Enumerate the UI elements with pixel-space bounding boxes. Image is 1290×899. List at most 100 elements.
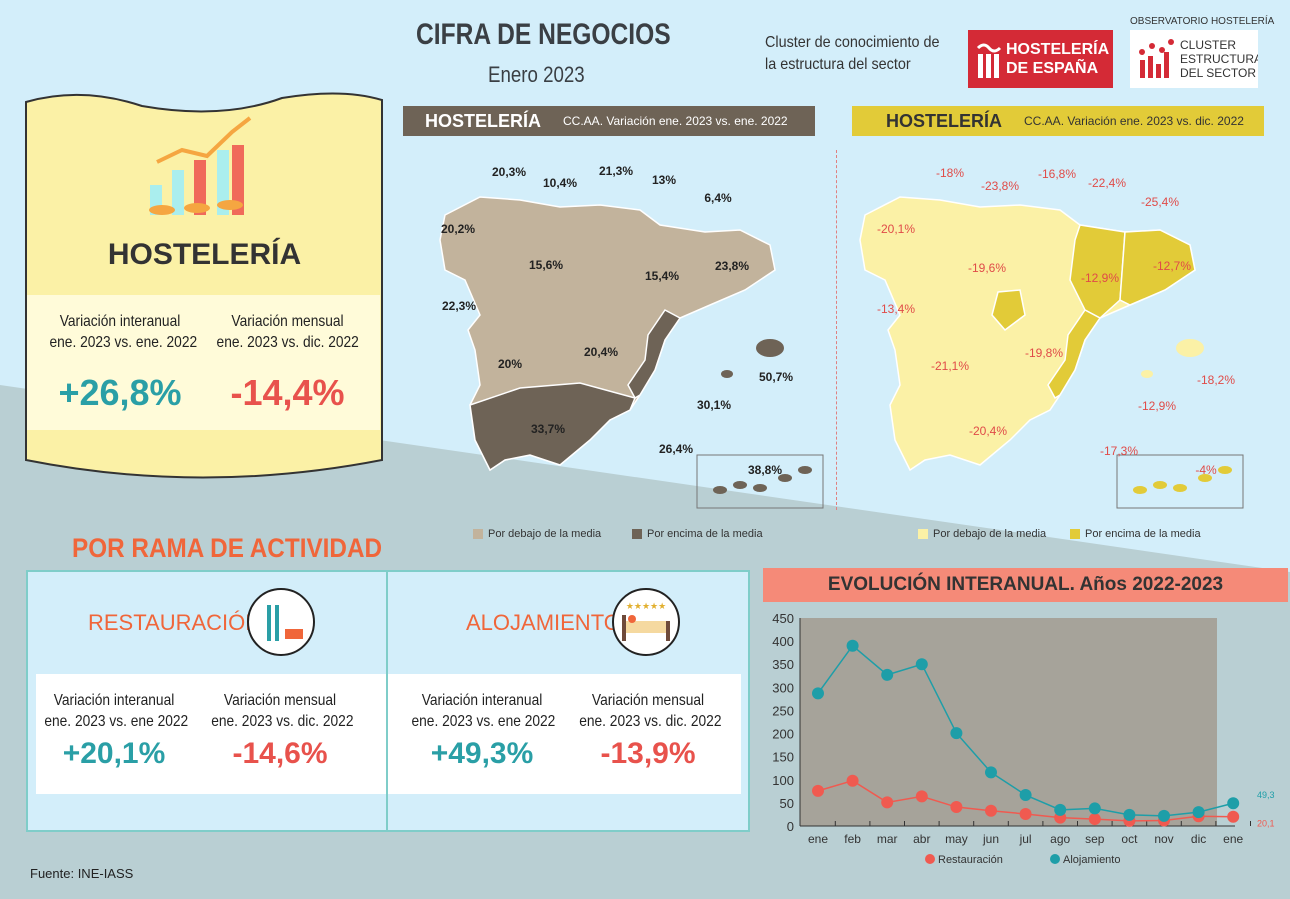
baleares-small xyxy=(721,370,733,378)
map-right-title: HOSTELERÍA xyxy=(886,110,1003,131)
legend-marker xyxy=(925,854,935,864)
map-left-label: 20,4% xyxy=(583,345,619,359)
x-tick-label: mar xyxy=(877,832,898,846)
page-title: CIFRA DE NEGOCIOS xyxy=(416,18,671,51)
map-right-label: -12,7% xyxy=(1152,259,1192,273)
map-right-label: -12,9% xyxy=(1137,399,1177,413)
data-point xyxy=(812,784,824,797)
map-right-label: -19,6% xyxy=(967,261,1007,275)
y-tick-label: 0 xyxy=(787,819,794,834)
summary-title: HOSTELERÍA xyxy=(107,238,302,271)
cluster-logo: CLUSTER ESTRUCTURA DEL SECTOR xyxy=(1130,30,1258,88)
map-right-label: -20,4% xyxy=(968,424,1008,438)
map-right-label: -17,3% xyxy=(1099,444,1139,458)
restauracion-mensual-period: ene. 2023 vs. dic. 2022 xyxy=(211,713,354,730)
data-point xyxy=(1019,789,1032,802)
legend-marker xyxy=(1050,854,1060,864)
x-tick-label: ene xyxy=(808,832,828,846)
x-tick-label: abr xyxy=(913,832,930,846)
line-chart: 0 50 100 150 200 250 300 350 400 450 ene feb mar abr m… xyxy=(772,611,1275,866)
map-right-label: -4% xyxy=(1195,463,1217,477)
data-point xyxy=(1227,797,1240,810)
canarias-island xyxy=(798,466,812,474)
restauracion-title: RESTAURACIÓN xyxy=(88,610,262,635)
logo-text: HOSTELERÍA DE ESPAÑA xyxy=(1006,41,1109,77)
x-tick-label: feb xyxy=(844,832,861,846)
data-point xyxy=(950,801,963,814)
restauracion-interanual-label: Variación interanual xyxy=(53,692,175,709)
x-tick-label: jul xyxy=(1019,832,1032,846)
map-right-label: -12,9% xyxy=(1080,271,1120,285)
map-right-label: -23,8% xyxy=(980,179,1020,193)
cutlery-cup-icon xyxy=(247,588,315,656)
data-point xyxy=(985,804,997,817)
x-tick-label: nov xyxy=(1154,832,1173,846)
summary-interanual-period: ene. 2023 vs. ene. 2022 xyxy=(49,334,198,351)
data-point xyxy=(915,658,928,671)
y-tick-label: 400 xyxy=(772,634,794,649)
map-left-label: 15,6% xyxy=(528,258,564,272)
x-tick-label: ene xyxy=(1223,832,1243,846)
map-right-banner: HOSTELERÍA CC.AA. Variación ene. 2023 vs.… xyxy=(852,106,1264,136)
svg-text:★★★★★: ★★★★★ xyxy=(626,601,666,611)
x-tick-label: ago xyxy=(1050,832,1070,846)
baleares xyxy=(756,339,784,357)
summary-mensual-label: Variación mensual xyxy=(231,313,344,330)
canarias-island xyxy=(1153,481,1167,489)
map-right-label: -18% xyxy=(935,166,965,180)
map-right-label: -19,8% xyxy=(1024,346,1064,360)
end-label: 20,1 xyxy=(1257,819,1275,829)
summary-interanual-label: Variación interanual xyxy=(59,313,181,330)
restauracion-interanual-period: ene. 2023 vs. ene 2022 xyxy=(44,713,189,730)
map-left-legend-below: Por debajo de la media xyxy=(473,528,601,540)
y-tick-label: 300 xyxy=(772,680,794,695)
map-left-label: 22,3% xyxy=(441,299,477,313)
data-point xyxy=(1088,813,1101,826)
hosteleria-espana-logo: HOSTELERÍA DE ESPAÑA xyxy=(968,30,1113,88)
alojamiento-mensual-value: -13,9% xyxy=(600,737,696,770)
data-point xyxy=(985,766,997,779)
canarias-island xyxy=(713,486,727,494)
x-tick-label: may xyxy=(945,832,968,846)
region-above-average xyxy=(469,382,637,472)
y-tick-label: 200 xyxy=(772,727,794,742)
map-right-label: -16,8% xyxy=(1037,167,1077,181)
canarias-island xyxy=(733,481,747,489)
map-left-label: 50,7% xyxy=(758,370,794,384)
data-point xyxy=(1227,810,1240,823)
y-tick-label: 450 xyxy=(772,611,794,626)
restauracion-mensual-value: -14,6% xyxy=(232,737,328,770)
map-right-subtitle: CC.AA. Variación ene. 2023 vs. dic. 2022 xyxy=(1024,114,1244,128)
plot-area xyxy=(800,618,1217,826)
map-left-legend-above: Por encima de la media xyxy=(632,528,763,540)
data-point xyxy=(1019,807,1032,820)
region-above-average xyxy=(1047,309,1102,400)
restauracion-interanual-value: +20,1% xyxy=(62,737,166,770)
data-point xyxy=(846,639,859,652)
data-point xyxy=(915,790,928,803)
hotel-bed-icon: ★★★★★ xyxy=(612,588,680,656)
cluster-line-2: la estructura del sector xyxy=(765,56,911,73)
cluster-text: Cluster de conocimiento de la estructura … xyxy=(765,32,940,76)
cluster-logo-text: CLUSTER ESTRUCTURA DEL SECTOR xyxy=(1180,38,1258,80)
y-tick-label: 100 xyxy=(772,773,794,788)
baleares-small xyxy=(1141,370,1153,378)
data-point xyxy=(812,687,824,700)
map-right-label: -18,2% xyxy=(1196,373,1236,387)
y-tick-label: 250 xyxy=(772,703,794,718)
map-left-label: 38,8% xyxy=(747,463,783,477)
region-above-average xyxy=(1119,229,1196,306)
alojamiento-interanual-period: ene. 2023 vs. ene 2022 xyxy=(411,713,556,730)
data-point xyxy=(881,796,894,809)
x-tick-label: jun xyxy=(982,832,999,846)
map-left-label: 30,1% xyxy=(696,398,732,412)
summary-card-bg xyxy=(25,92,383,479)
data-point xyxy=(1088,802,1101,815)
y-tick-label: 350 xyxy=(772,657,794,672)
map-divider xyxy=(836,150,837,510)
baleares xyxy=(1176,339,1204,357)
map-right-legend-above: Por encima de la media xyxy=(1070,528,1201,540)
map-right xyxy=(859,196,1244,509)
legend-label: Alojamiento xyxy=(1063,854,1120,866)
map-left-banner: HOSTELERÍA CC.AA. Variación ene. 2023 vs.… xyxy=(403,106,815,136)
